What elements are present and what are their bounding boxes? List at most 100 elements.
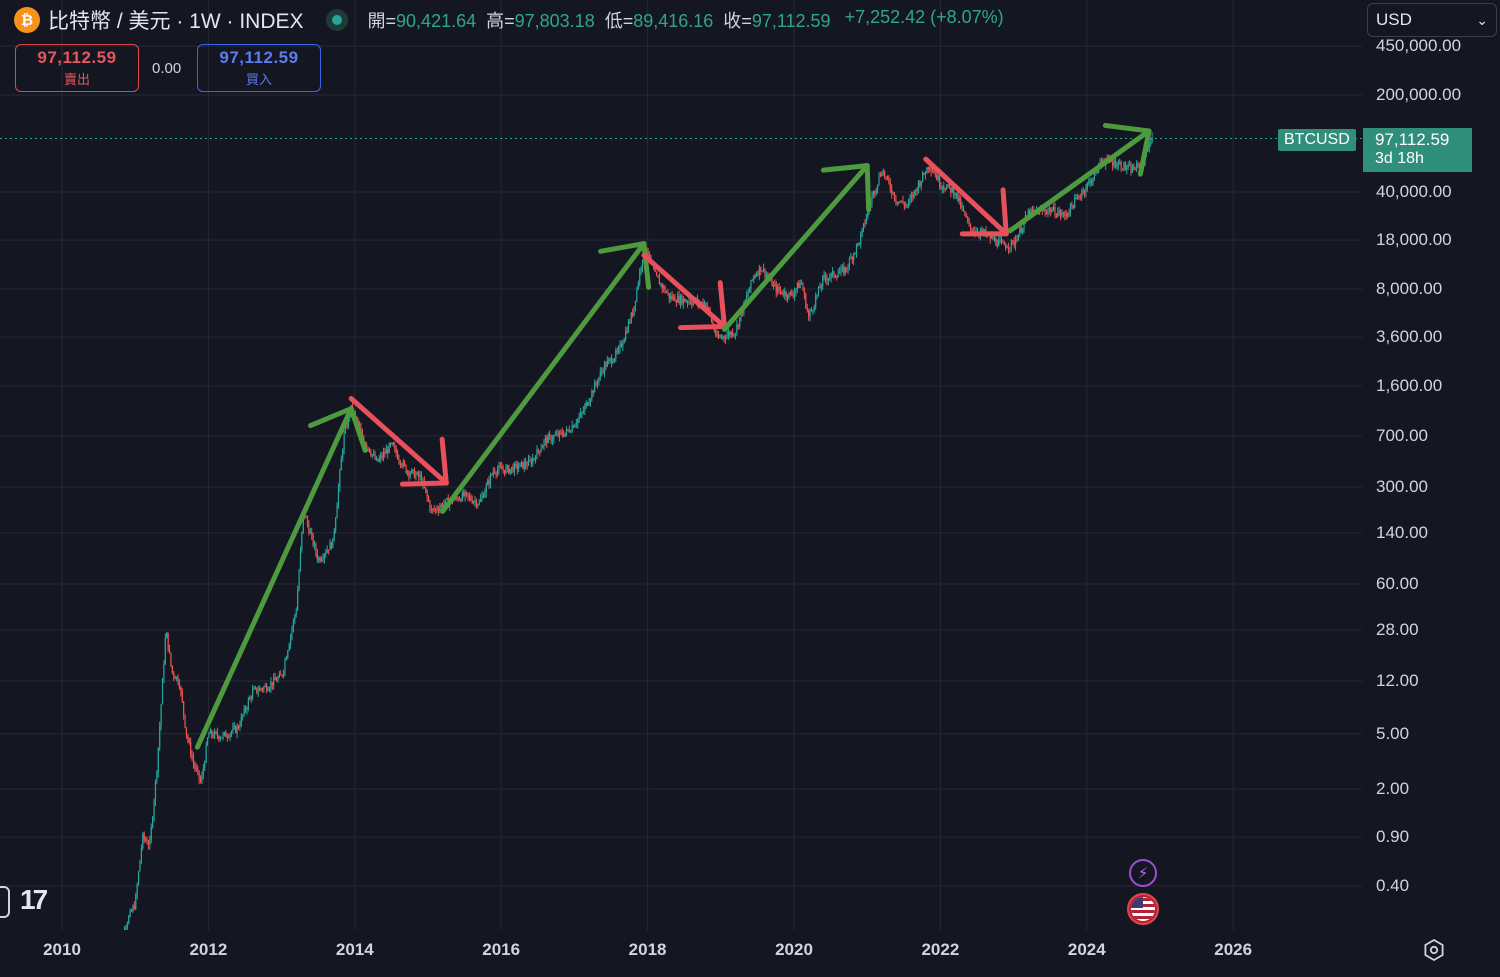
candle-body [955,192,958,195]
candle-body [498,466,500,470]
candle-body [550,435,552,442]
gear-icon[interactable] [1422,938,1446,962]
candle-body [335,518,337,531]
candle-body [236,726,238,733]
candle-body [1050,208,1052,213]
candle-body [539,450,541,452]
candle-body [898,201,900,204]
candle-body [216,732,219,736]
candle-body [762,268,765,271]
candle-body [1019,227,1021,235]
candle-body [765,275,768,277]
candle-body [511,466,513,469]
candle-body [1114,159,1117,167]
candle-body [275,680,278,682]
candle-body [130,910,133,912]
candle-body [648,254,651,257]
candle-body [391,442,393,444]
candle-body [167,632,169,650]
candle-body [494,471,496,473]
price-chart[interactable] [0,0,1362,930]
market-status-icon[interactable] [325,9,348,31]
lightning-icon[interactable]: ⚡ [1129,859,1157,887]
candle-body [619,344,621,349]
candle-body [561,431,563,435]
candle-body [1083,189,1086,193]
candle-body [1131,166,1134,173]
candle-body [792,294,794,296]
candle-body [748,288,751,293]
candle-body [337,487,340,505]
candle-body [206,737,209,745]
candle-body [592,391,594,393]
candle-body [692,301,694,305]
candle-body [474,500,476,502]
candle-body [306,517,309,525]
candle-body [267,689,269,691]
candle-body [903,203,905,206]
candle-body [1075,198,1077,200]
candle-body [661,283,663,289]
ohlc-readout: 開=90,421.64 高=97,803.18 低=89,416.16 收=97… [368,7,1004,33]
candle-body [1136,163,1138,170]
candle-body [468,495,470,497]
candle-body [344,425,347,433]
currency-select[interactable]: USD ⌄ [1367,3,1497,37]
candle-body [464,491,466,497]
candle-body [194,763,196,769]
candle-body [512,466,514,473]
y-tick-label: 3,600.00 [1376,327,1443,347]
candle-body [578,416,580,419]
candle-body [1148,144,1150,150]
candle-body [917,182,920,192]
candle-body [294,615,296,620]
candle-body [336,504,338,519]
candle-body [213,731,216,737]
candle-body [953,187,955,196]
candle-body [525,462,527,466]
candle-body [373,454,375,456]
candle-body [273,677,275,686]
candle-body [750,280,752,289]
drawing-toolbar-handle[interactable] [0,886,10,918]
candle-body [875,189,877,194]
candle-body [209,730,211,734]
chart-area[interactable] [0,0,1362,930]
candle-body [208,733,210,738]
candle-body [950,187,952,193]
sell-button[interactable]: 97,112.59 賣出 [15,44,139,92]
us-flag-icon[interactable] [1127,893,1159,925]
candle-body [1065,215,1067,217]
candle-body [1045,211,1048,214]
candle-body [998,240,1000,247]
candle-body [1064,212,1066,216]
candle-body [822,276,824,286]
time-axis[interactable]: 2010 2012 2014 2016 2018 2020 2022 2024 2026 [0,930,1500,977]
candle-body [895,199,897,202]
candle-body [625,331,627,340]
candle-body [834,276,836,278]
candle-body [178,682,181,688]
buy-button[interactable]: 97,112.59 買入 [197,44,321,92]
candle-body [703,303,706,307]
candle-body [962,206,965,211]
x-tick-label: 2026 [1214,940,1253,959]
candle-body [732,331,734,336]
candle-body [133,906,135,909]
candle-body [1047,210,1049,214]
candle-body [305,516,307,518]
candle-body [232,727,234,732]
y-tick-label: 5.00 [1376,723,1410,743]
candle-body [965,215,967,218]
candle-body [1124,162,1126,169]
symbol-title[interactable]: 比特幣 / 美元 · 1W · INDEX [48,10,304,33]
candle-body [271,682,273,686]
candle-body [558,431,561,437]
candle-body [817,287,820,295]
candle-body [328,549,330,551]
candle-body [913,190,915,197]
candle-body [180,687,182,692]
candle-body [803,290,806,295]
y-tick-label: 60.00 [1376,573,1419,593]
x-tick-label: 2018 [628,940,667,959]
